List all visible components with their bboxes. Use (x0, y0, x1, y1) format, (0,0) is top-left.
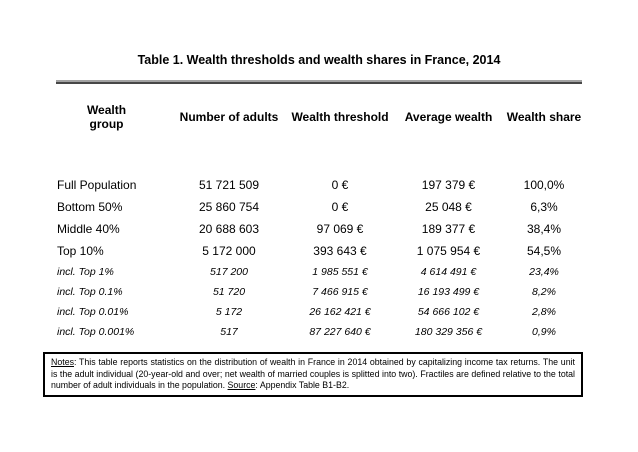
column-header-average-wealth: Average wealth (404, 109, 493, 124)
cell-average-wealth: 25 048 € (425, 200, 472, 214)
cell-wealth-threshold: 1 985 551 € (312, 266, 368, 278)
cell-wealth-threshold: 393 643 € (313, 244, 367, 258)
source-label: Source (227, 380, 256, 391)
header-row: Wealth group Number of adults Wealth thr… (43, 99, 583, 136)
cell-wealth-share: 2,8% (532, 306, 556, 318)
notes-box: Notes: This table reports statistics on … (43, 352, 583, 397)
notes-label: Notes (51, 357, 74, 367)
cell-wealth-share: 38,4% (526, 222, 562, 236)
cell-average-wealth: 197 379 € (421, 178, 476, 192)
table-row: incl. Top 0.001% 517 87 227 640 € 180 32… (43, 322, 583, 342)
cell-average-wealth: 189 377 € (421, 222, 476, 236)
cell-number-of-adults: 51 720 (212, 286, 246, 298)
cell-number-of-adults: 5 172 (215, 306, 243, 318)
cell-average-wealth: 1 075 954 € (416, 244, 481, 258)
table-title: Table 1. Wealth thresholds and wealth sh… (137, 53, 501, 67)
column-header-wealth-threshold: Wealth threshold (291, 109, 389, 124)
column-header-number-of-adults: Number of adults (179, 109, 279, 124)
table-row: incl. Top 0.1% 51 720 7 466 915 € 16 193… (43, 282, 583, 302)
cell-wealth-threshold: 0 € (331, 200, 349, 214)
source-text: : Appendix Table B1-B2. (255, 380, 350, 391)
header-spacer (43, 136, 583, 174)
cell-number-of-adults: 25 860 754 (198, 200, 260, 214)
cell-wealth-share: 0,9% (532, 326, 556, 338)
table-row: Full Population 51 721 509 0 € 197 379 €… (43, 174, 583, 196)
wealth-table: Wealth group Number of adults Wealth thr… (43, 99, 583, 342)
cell-number-of-adults: 517 (220, 326, 238, 338)
cell-number-of-adults: 20 688 603 (198, 222, 260, 236)
cell-average-wealth: 180 329 356 € (414, 326, 483, 338)
cell-wealth-share: 23,4% (529, 266, 559, 278)
cell-number-of-adults: 51 721 509 (198, 178, 260, 192)
cell-wealth-share: 6,3% (530, 200, 558, 214)
cell-wealth-group: Middle 40% (57, 222, 120, 236)
cell-wealth-threshold: 87 227 640 € (309, 326, 371, 338)
cell-wealth-group: Top 10% (57, 244, 104, 258)
cell-wealth-group: incl. Top 0.001% (57, 326, 135, 338)
cell-wealth-group: incl. Top 0.1% (57, 286, 123, 298)
cell-wealth-group: Bottom 50% (57, 200, 123, 214)
table-row: Top 10% 5 172 000 393 643 € 1 075 954 € … (43, 240, 583, 262)
column-header-wealth-group: Wealth group (86, 102, 127, 131)
cell-number-of-adults: 517 200 (210, 266, 248, 278)
title-rule (56, 80, 582, 84)
table-row: incl. Top 1% 517 200 1 985 551 € 4 614 4… (43, 262, 583, 282)
cell-wealth-share: 8,2% (532, 286, 556, 298)
table-row: Bottom 50% 25 860 754 0 € 25 048 € 6,3% (43, 196, 583, 218)
notes-text: : This table reports statistics on the d… (51, 357, 575, 391)
cell-wealth-share: 100,0% (523, 178, 565, 192)
cell-wealth-threshold: 97 069 € (316, 222, 364, 236)
cell-average-wealth: 54 666 102 € (417, 306, 480, 318)
column-header-wealth-share: Wealth share (506, 109, 582, 124)
cell-wealth-group: Full Population (57, 178, 137, 192)
cell-wealth-group: incl. Top 1% (57, 266, 114, 278)
cell-average-wealth: 16 193 499 € (417, 286, 480, 298)
table-row: incl. Top 0.01% 5 172 26 162 421 € 54 66… (43, 302, 583, 322)
cell-wealth-threshold: 26 162 421 € (309, 306, 371, 318)
cell-wealth-group: incl. Top 0.01% (57, 306, 129, 318)
cell-average-wealth: 4 614 491 € (420, 266, 477, 278)
cell-number-of-adults: 5 172 000 (202, 244, 256, 258)
cell-wealth-share: 54,5% (526, 244, 562, 258)
cell-wealth-threshold: 0 € (331, 178, 349, 192)
table-row: Middle 40% 20 688 603 97 069 € 189 377 €… (43, 218, 583, 240)
cell-wealth-threshold: 7 466 915 € (312, 286, 368, 298)
